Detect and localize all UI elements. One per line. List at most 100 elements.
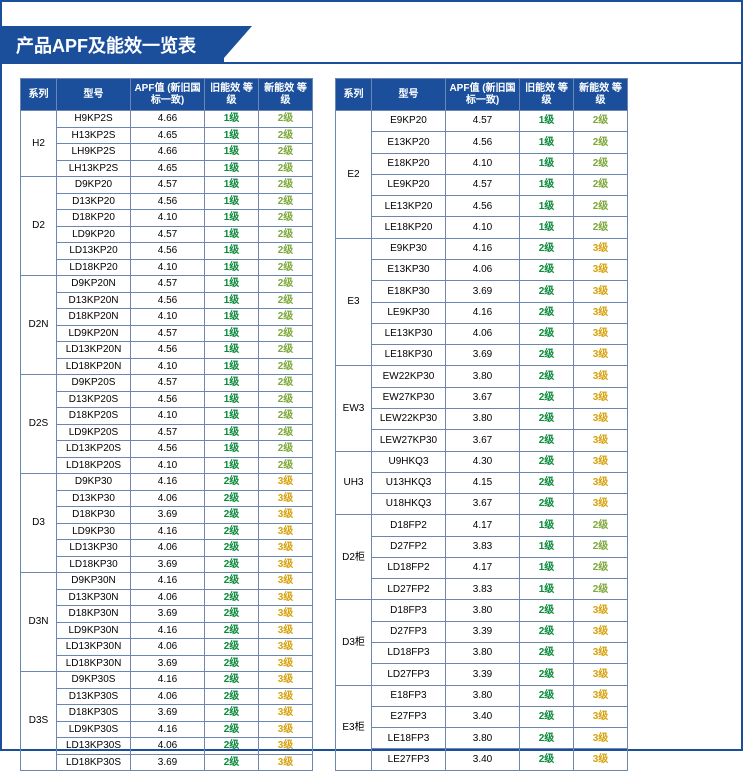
table-row: LD18KP30N3.692级3级: [21, 655, 313, 672]
apf-cell: 3.67: [446, 387, 520, 408]
new-level-cell: 3级: [259, 507, 313, 524]
series-cell: D2: [21, 177, 57, 276]
old-level-cell: 1级: [205, 259, 259, 276]
model-cell: D18KP20S: [57, 408, 131, 425]
model-cell: D9KP30S: [57, 672, 131, 689]
table-row: LD13KP20N4.561级2级: [21, 342, 313, 359]
old-level-cell: 1级: [520, 515, 574, 536]
series-cell: D3柜: [336, 600, 372, 685]
new-level-cell: 2级: [259, 127, 313, 144]
new-level-cell: 3级: [259, 622, 313, 639]
new-level-cell: 2级: [574, 217, 628, 238]
table-row: LD18KP30S3.692级3级: [21, 754, 313, 771]
apf-cell: 3.80: [446, 600, 520, 621]
new-level-cell: 3级: [259, 672, 313, 689]
new-level-cell: 3级: [574, 472, 628, 493]
apf-cell: 4.15: [446, 472, 520, 493]
new-level-cell: 3级: [259, 738, 313, 755]
table-row: LD18KP303.692级3级: [21, 556, 313, 573]
table-row: LE9KP204.571级2级: [336, 174, 628, 195]
old-level-cell: 2级: [520, 366, 574, 387]
old-level-cell: 1级: [205, 160, 259, 177]
series-cell: UH3: [336, 451, 372, 515]
table-row: D18KP30N3.692级3级: [21, 606, 313, 623]
old-level-cell: 1级: [205, 441, 259, 458]
model-cell: LD9KP20S: [57, 424, 131, 441]
series-cell: H2: [21, 111, 57, 177]
series-cell: E2: [336, 111, 372, 239]
old-level-cell: 2级: [205, 622, 259, 639]
old-level-cell: 1级: [520, 153, 574, 174]
new-level-cell: 2级: [259, 160, 313, 177]
model-cell: LD13KP20S: [57, 441, 131, 458]
apf-cell: 3.69: [131, 705, 205, 722]
apf-cell: 3.69: [446, 345, 520, 366]
table-row: E18KP303.692级3级: [336, 281, 628, 302]
table-row: LD13KP30N4.062级3级: [21, 639, 313, 656]
old-level-cell: 2级: [520, 323, 574, 344]
apf-cell: 4.10: [131, 457, 205, 474]
new-level-cell: 2级: [259, 292, 313, 309]
table-row: D18KP20N4.101级2级: [21, 309, 313, 326]
apf-cell: 3.69: [131, 606, 205, 623]
old-level-cell: 1级: [205, 127, 259, 144]
model-cell: D13KP20: [57, 193, 131, 210]
table-row: LD18KP204.101级2级: [21, 259, 313, 276]
new-level-cell: 2级: [259, 457, 313, 474]
header-new: 新能效 等级: [259, 79, 313, 111]
old-level-cell: 1级: [205, 342, 259, 359]
apf-cell: 3.80: [446, 685, 520, 706]
old-level-cell: 1级: [520, 217, 574, 238]
table-row: E3E9KP304.162级3级: [336, 238, 628, 259]
table-row: H2H9KP2S4.661级2级: [21, 111, 313, 128]
apf-cell: 4.10: [131, 309, 205, 326]
new-level-cell: 3级: [574, 643, 628, 664]
apf-cell: 4.57: [131, 226, 205, 243]
apf-cell: 4.57: [446, 111, 520, 132]
table-row: U13HKQ34.152级3级: [336, 472, 628, 493]
model-cell: LE27FP3: [372, 749, 446, 771]
model-cell: D13KP30S: [57, 688, 131, 705]
model-cell: E18FP3: [372, 685, 446, 706]
new-level-cell: 3级: [574, 706, 628, 727]
apf-cell: 3.83: [446, 579, 520, 600]
model-cell: LEW22KP30: [372, 408, 446, 429]
model-cell: D9KP20S: [57, 375, 131, 392]
table-row: D3柜D18FP33.802级3级: [336, 600, 628, 621]
series-cell: EW3: [336, 366, 372, 451]
apf-cell: 3.67: [446, 494, 520, 515]
table-row: E3柜E18FP33.802级3级: [336, 685, 628, 706]
model-cell: D18KP30S: [57, 705, 131, 722]
series-cell: D3: [21, 474, 57, 573]
new-level-cell: 2级: [574, 111, 628, 132]
new-level-cell: 3级: [259, 639, 313, 656]
apf-cell: 3.39: [446, 664, 520, 685]
new-level-cell: 2级: [259, 408, 313, 425]
table-row: LH13KP2S4.651级2级: [21, 160, 313, 177]
old-level-cell: 2级: [520, 728, 574, 749]
table-row: LE9KP304.162级3级: [336, 302, 628, 323]
model-cell: LD18KP20S: [57, 457, 131, 474]
model-cell: LE18KP20: [372, 217, 446, 238]
apf-cell: 4.06: [131, 639, 205, 656]
new-level-cell: 3级: [259, 490, 313, 507]
model-cell: E27FP3: [372, 706, 446, 727]
new-level-cell: 3级: [259, 705, 313, 722]
model-cell: LD13KP20N: [57, 342, 131, 359]
new-level-cell: 3级: [574, 600, 628, 621]
model-cell: D18KP20: [57, 210, 131, 227]
new-level-cell: 3级: [259, 589, 313, 606]
table-row: LD13KP204.561级2级: [21, 243, 313, 260]
new-level-cell: 3级: [574, 323, 628, 344]
model-cell: D9KP20: [57, 177, 131, 194]
model-cell: E18KP20: [372, 153, 446, 174]
new-level-cell: 3级: [574, 621, 628, 642]
apf-cell: 4.56: [446, 196, 520, 217]
new-level-cell: 2级: [259, 391, 313, 408]
old-level-cell: 2级: [520, 345, 574, 366]
model-cell: D18KP30: [57, 507, 131, 524]
new-level-cell: 3级: [259, 606, 313, 623]
table-row: D13KP30S4.062级3级: [21, 688, 313, 705]
old-level-cell: 2级: [205, 589, 259, 606]
table-row: D2柜D18FP24.171级2级: [336, 515, 628, 536]
